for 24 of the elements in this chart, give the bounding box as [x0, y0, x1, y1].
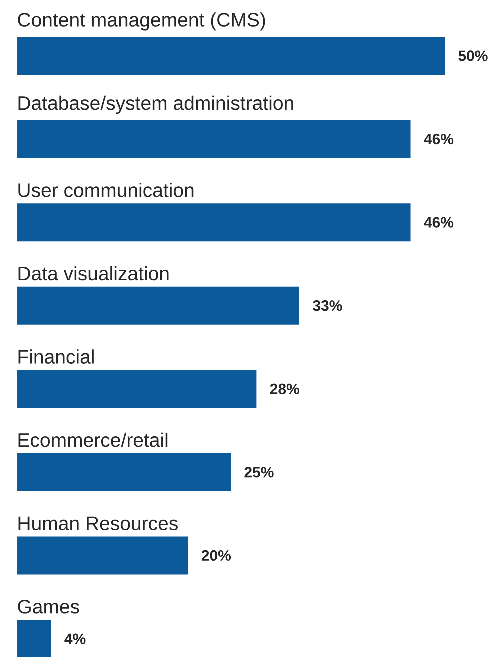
y-tick-label: Ecommerce/retail	[18, 432, 168, 448]
bar	[17, 120, 411, 158]
bar	[17, 536, 188, 575]
y-tick-label: Games	[18, 600, 80, 614]
bar	[17, 453, 232, 492]
bar	[17, 204, 411, 242]
y-tick-label: Database/system administration	[18, 96, 294, 114]
y-tick-label: Financial	[18, 350, 94, 364]
data-label: 25%	[244, 467, 274, 478]
y-tick-label: Content management (CMS)	[18, 12, 266, 31]
bar	[17, 286, 300, 325]
bar	[17, 36, 446, 75]
data-label: 50%	[458, 50, 488, 62]
data-label: 4%	[64, 634, 86, 644]
y-tick-label: Data visualization	[18, 266, 169, 281]
data-label: 28%	[270, 384, 300, 394]
bar	[17, 370, 257, 408]
data-label: 20%	[202, 550, 232, 562]
y-tick-label: User communication	[18, 183, 194, 198]
bar	[17, 620, 52, 657]
y-tick-label: Human Resources	[18, 516, 178, 531]
data-label: 33%	[313, 300, 342, 312]
data-label: 46%	[424, 217, 454, 228]
data-label: 46%	[424, 134, 454, 145]
